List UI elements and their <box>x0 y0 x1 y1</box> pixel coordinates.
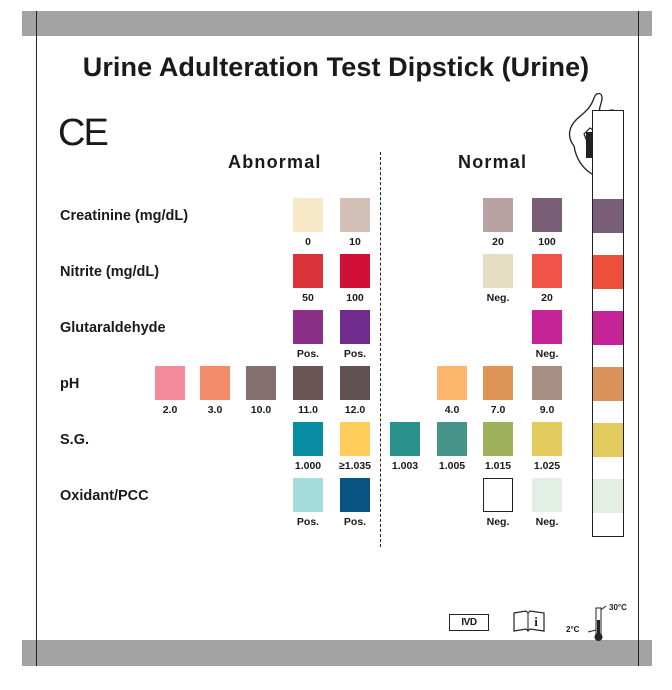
swatch-label: 3.0 <box>207 404 223 416</box>
swatch-label: Pos. <box>296 516 320 528</box>
swatch-label: 100 <box>538 236 556 248</box>
row-label-glutaraldehyde: Glutaraldehyde <box>60 320 166 336</box>
color-swatch <box>390 422 420 456</box>
instructions-book-icon: i <box>513 610 545 632</box>
swatch-label: 2.0 <box>162 404 178 416</box>
color-swatch <box>293 310 323 344</box>
top-gray-bar <box>22 11 652 36</box>
temp-high-label: 30°C <box>609 603 627 612</box>
swatch-label: Pos. <box>296 348 320 360</box>
strip-pad <box>593 367 623 401</box>
swatch-label: Neg. <box>486 292 510 304</box>
swatch-label: Pos. <box>343 516 367 528</box>
swatch-label: 1.005 <box>438 460 466 472</box>
color-swatch <box>340 254 370 288</box>
swatch-label: 1.000 <box>294 460 322 472</box>
color-swatch <box>483 478 513 512</box>
swatch-label: 20 <box>492 236 504 248</box>
color-swatch <box>293 254 323 288</box>
page-title: Urine Adulteration Test Dipstick (Urine) <box>82 52 590 82</box>
swatch-label: 20 <box>541 292 553 304</box>
swatch-label: 1.015 <box>484 460 512 472</box>
color-swatch <box>340 422 370 456</box>
color-swatch <box>155 366 185 400</box>
color-swatch <box>200 366 230 400</box>
swatch-label: ≥1.035 <box>338 460 372 472</box>
color-swatch <box>293 422 323 456</box>
swatch-label: 0 <box>305 236 311 248</box>
strip-pad <box>593 255 623 289</box>
swatch-label: 4.0 <box>444 404 460 416</box>
abnormal-normal-divider <box>380 152 381 547</box>
swatch-label: 1.025 <box>533 460 561 472</box>
color-swatch <box>483 366 513 400</box>
color-swatch <box>532 422 562 456</box>
thermometer-icon <box>587 605 607 641</box>
swatch-label: Neg. <box>486 516 510 528</box>
swatch-label: Pos. <box>343 348 367 360</box>
color-swatch <box>246 366 276 400</box>
swatch-label: 100 <box>346 292 364 304</box>
strip-pad <box>593 423 623 457</box>
normal-heading: Normal <box>458 152 528 172</box>
color-swatch <box>483 198 513 232</box>
color-swatch <box>483 254 513 288</box>
color-swatch <box>293 198 323 232</box>
ivd-icon: IVD <box>449 614 489 631</box>
color-swatch <box>340 478 370 512</box>
color-swatch <box>293 366 323 400</box>
swatch-label: 50 <box>302 292 314 304</box>
color-swatch <box>532 254 562 288</box>
swatch-label: 9.0 <box>539 404 555 416</box>
strip-pad <box>593 311 623 345</box>
row-label-creatinine: Creatinine (mg/dL) <box>60 208 189 224</box>
swatch-label: 10.0 <box>250 404 272 416</box>
color-swatch <box>532 366 562 400</box>
temp-low-label: 2°C <box>566 625 580 634</box>
row-label-oxidant: Oxidant/PCC <box>60 488 149 504</box>
info-glyph: i <box>534 614 538 629</box>
color-swatch <box>437 366 467 400</box>
strip-pad <box>593 479 623 513</box>
dipstick-strip <box>592 110 624 537</box>
color-swatch <box>340 198 370 232</box>
ce-mark: CE <box>58 112 109 154</box>
color-swatch <box>340 310 370 344</box>
swatch-label: 1.003 <box>391 460 419 472</box>
color-swatch <box>293 478 323 512</box>
row-label-sg: S.G. <box>60 432 90 448</box>
strip-pad <box>593 199 623 233</box>
row-label-ph: pH <box>60 376 80 392</box>
swatch-label: 12.0 <box>344 404 366 416</box>
card-frame <box>36 11 639 666</box>
bottom-gray-bar <box>22 640 652 666</box>
color-swatch <box>340 366 370 400</box>
color-swatch <box>437 422 467 456</box>
color-swatch <box>483 422 513 456</box>
abnormal-heading: Abnormal <box>228 152 322 172</box>
swatch-label: 11.0 <box>298 404 318 416</box>
swatch-label: 10 <box>349 236 361 248</box>
row-label-nitrite: Nitrite (mg/dL) <box>60 264 160 280</box>
swatch-label: Neg. <box>535 348 559 360</box>
swatch-label: Neg. <box>535 516 559 528</box>
color-swatch <box>532 310 562 344</box>
color-swatch <box>532 198 562 232</box>
swatch-label: 7.0 <box>490 404 506 416</box>
color-swatch <box>532 478 562 512</box>
